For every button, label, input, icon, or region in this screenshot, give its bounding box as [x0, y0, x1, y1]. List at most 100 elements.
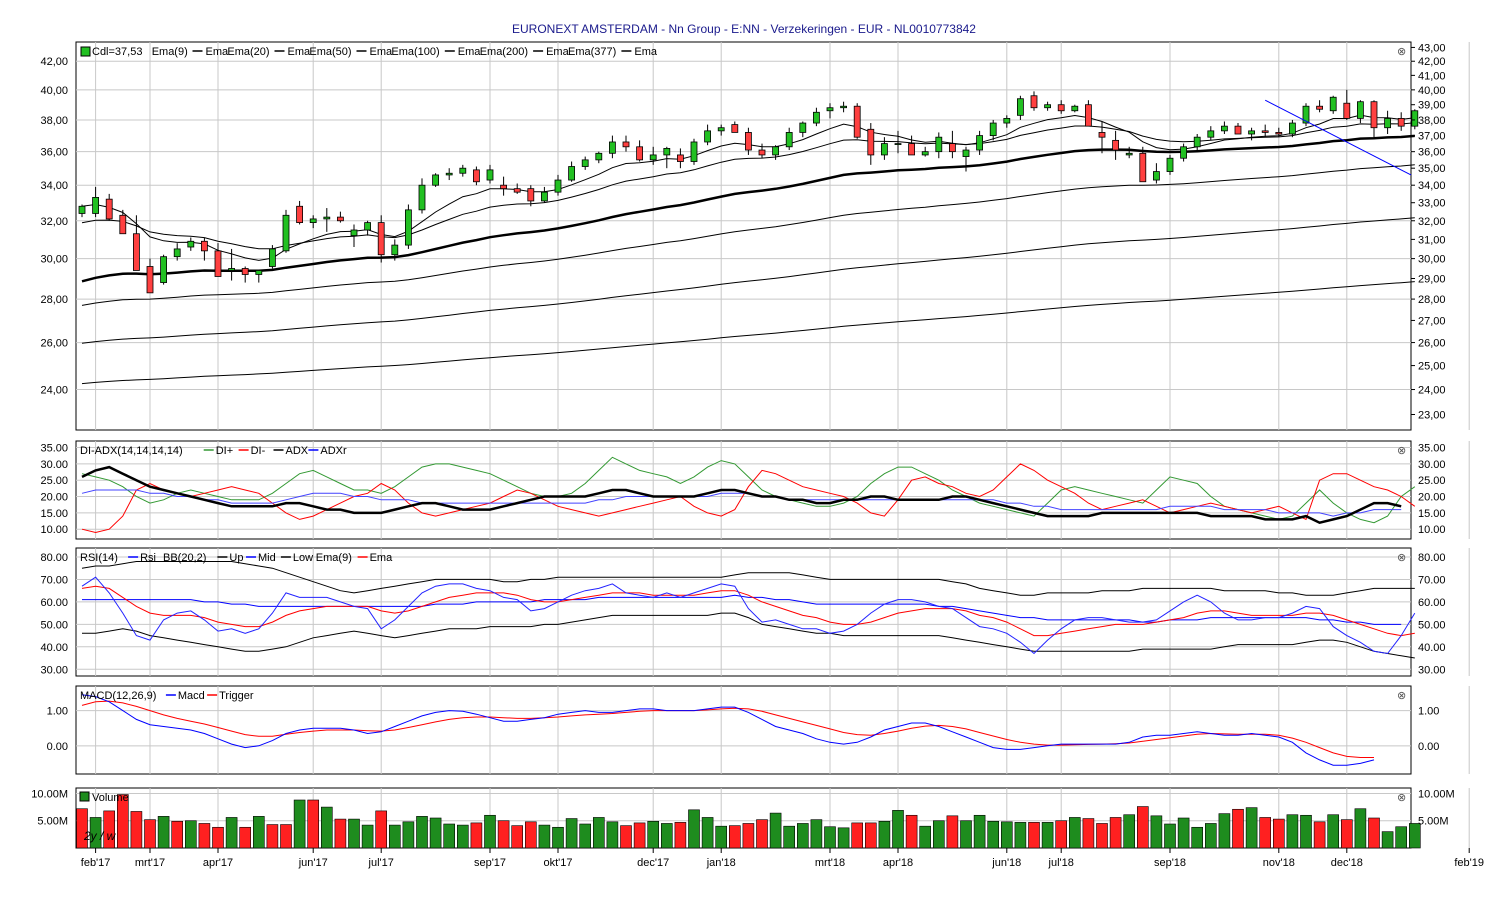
volume-bar [103, 810, 115, 849]
rsi-tick-right: 70.00 [1418, 574, 1446, 586]
candle-down [513, 188, 521, 193]
legend-item: Ema [546, 46, 570, 58]
legend-item: Up [229, 552, 243, 564]
price-tick-right: 32,00 [1418, 216, 1446, 228]
volume-bar [212, 826, 224, 849]
volume-bar [293, 799, 306, 849]
legend-item: ADXr [320, 445, 347, 457]
candle-up [187, 240, 195, 248]
price-tick-left: 34,00 [40, 180, 68, 192]
close-icon: ⊗ [1397, 792, 1406, 804]
volume-bar [253, 816, 265, 849]
x-tick-label: dec'18 [1331, 857, 1363, 869]
legend-item: Ema(20) [227, 46, 269, 58]
x-tick-label: mrt'18 [815, 857, 845, 869]
price-tick-left: 32,00 [40, 216, 68, 228]
candle-down [677, 154, 684, 162]
volume-tick-right: 5.00M [1418, 816, 1449, 828]
candle-down [1397, 118, 1405, 127]
x-tick-label: mrt'17 [135, 857, 165, 869]
candle-down [105, 198, 113, 220]
legend-item: Ema(377) [568, 46, 616, 58]
volume-tick-left: 5.00M [37, 816, 68, 828]
price-tick-right: 38,00 [1418, 115, 1446, 127]
volume-bar [851, 822, 864, 849]
candle-down [867, 128, 875, 156]
macd-tick-right: 1.00 [1418, 706, 1439, 718]
legend-item: Low [293, 552, 313, 564]
legend-item: Macd [178, 690, 205, 702]
x-tick-label: jan'18 [706, 857, 736, 869]
candle-down [1085, 104, 1092, 127]
x-tick-label: okt'17 [543, 857, 572, 869]
candle-up [350, 229, 358, 237]
rsi-tick-right: 40.00 [1418, 642, 1446, 654]
candle-up [717, 127, 725, 132]
close-icon: ⊗ [1397, 46, 1406, 58]
volume-bar [783, 825, 796, 849]
volume-bar [864, 822, 877, 849]
candle-up [1125, 152, 1133, 156]
candle-down [1261, 130, 1269, 133]
candle-up [704, 130, 711, 143]
candle-up [976, 135, 983, 151]
adx-tick-right: 25.00 [1418, 475, 1446, 487]
price-tick-right: 39,00 [1418, 100, 1446, 112]
candle-down [146, 266, 154, 294]
volume-bar [620, 825, 632, 849]
candle-up [1044, 104, 1051, 109]
volume-bar [1327, 814, 1339, 849]
volume-bar [1395, 826, 1407, 849]
volume-bar [660, 823, 673, 849]
volume-bar [728, 825, 741, 849]
candle-down [296, 205, 304, 223]
volume-bar [1273, 818, 1285, 849]
price-tick-right: 43,00 [1418, 42, 1446, 54]
volume-bar [647, 820, 660, 849]
candle-up [268, 248, 276, 267]
volume-bar [769, 812, 782, 849]
candle-down [622, 141, 630, 148]
candle-up [1017, 98, 1024, 116]
volume-bar [1055, 820, 1067, 849]
rsi-tick-left: 50.00 [40, 619, 68, 631]
rsi-ema-line [81, 585, 1415, 637]
candle-down [1112, 139, 1119, 151]
candle-up [445, 172, 453, 176]
rsi-tick-left: 40.00 [40, 642, 68, 654]
volume-bar [1259, 817, 1271, 849]
candle-up [432, 174, 440, 186]
volume-bar [280, 824, 292, 849]
candle-down [500, 184, 508, 190]
candle-down [1275, 132, 1283, 135]
legend-item: Rsi [140, 552, 156, 564]
candle-up [840, 105, 847, 109]
volume-bar [1069, 817, 1081, 849]
volume-bar [1137, 806, 1149, 849]
volume-bar [1082, 818, 1095, 849]
candle-up [78, 205, 86, 214]
x-tick-label: feb'19 [1454, 857, 1484, 869]
candle-up [1248, 130, 1255, 135]
candle-down [1370, 101, 1378, 129]
x-tick-label: apr'17 [203, 857, 233, 869]
candle-up [228, 268, 236, 271]
price-tick-right: 41,00 [1418, 70, 1446, 82]
candle-up [921, 151, 929, 156]
candle-up [541, 191, 548, 202]
candle-down [636, 146, 643, 161]
volume-bar [1368, 817, 1380, 849]
rsi-tick-right: 50.00 [1418, 619, 1446, 631]
legend-item: DI-ADX(14,14,14,14) [80, 445, 183, 457]
legend-item: MACD(12,26,9) [80, 690, 156, 702]
rsi-panel [75, 547, 1412, 677]
legend-item: BB(20,2) [163, 552, 206, 564]
candle-up [323, 216, 331, 220]
candle-up [1153, 171, 1160, 181]
price-tick-right: 24,00 [1418, 385, 1446, 397]
legend-candle-swatch [80, 46, 91, 57]
candle-up [568, 166, 575, 181]
rsi-tick-left: 30.00 [40, 664, 68, 676]
volume-bar [416, 816, 428, 849]
candle-down [745, 132, 752, 151]
